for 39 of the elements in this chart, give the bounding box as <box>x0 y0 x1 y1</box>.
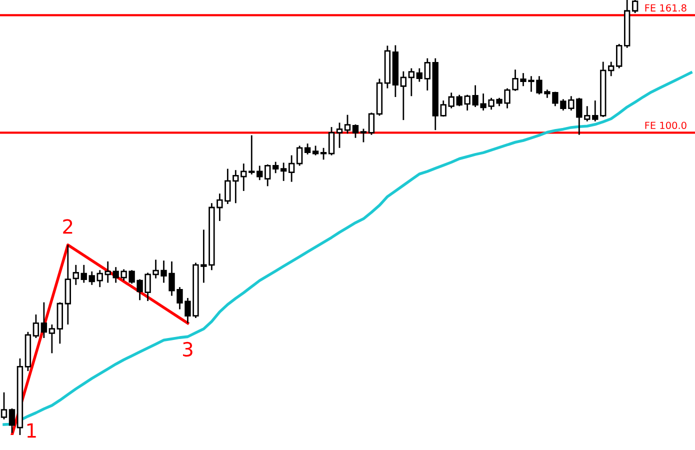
candlestick <box>352 124 359 139</box>
candlestick <box>400 70 407 121</box>
candlestick <box>96 269 103 288</box>
candlestick <box>616 43 622 69</box>
candlestick <box>320 147 327 160</box>
candlestick <box>272 161 279 174</box>
candlestick <box>0 392 8 420</box>
candlestick <box>264 164 271 187</box>
ref-line-label: FE 161.8 <box>645 4 686 12</box>
candlestick <box>280 162 287 182</box>
candlestick <box>328 126 335 156</box>
candlestick <box>296 145 303 166</box>
candlestick <box>424 58 430 92</box>
candlestick <box>80 264 87 284</box>
candlestick <box>344 114 351 134</box>
candlestick <box>336 122 343 149</box>
candlestick <box>608 61 614 77</box>
annotation: 3 <box>183 342 192 357</box>
candlestick <box>304 142 311 156</box>
annotation: 2 <box>63 219 72 234</box>
annotation: 1 <box>27 423 36 438</box>
candlestick <box>440 100 446 118</box>
candlestick <box>40 302 48 339</box>
candlestick <box>248 134 255 176</box>
candlestick <box>416 68 422 82</box>
candlestick <box>592 100 598 122</box>
candlestick <box>256 165 263 181</box>
candlestick <box>312 145 319 156</box>
candlestick <box>360 128 367 143</box>
candlestick <box>368 112 375 136</box>
ref-line-label: FE 100.0 <box>645 122 686 130</box>
candlestick <box>632 0 638 14</box>
candlestick <box>48 324 56 354</box>
candlestick <box>88 270 95 286</box>
candlestick <box>408 68 414 97</box>
candlestick <box>8 408 16 434</box>
candlestick <box>72 264 79 286</box>
candlestick <box>288 154 295 183</box>
candlestick <box>32 314 40 339</box>
